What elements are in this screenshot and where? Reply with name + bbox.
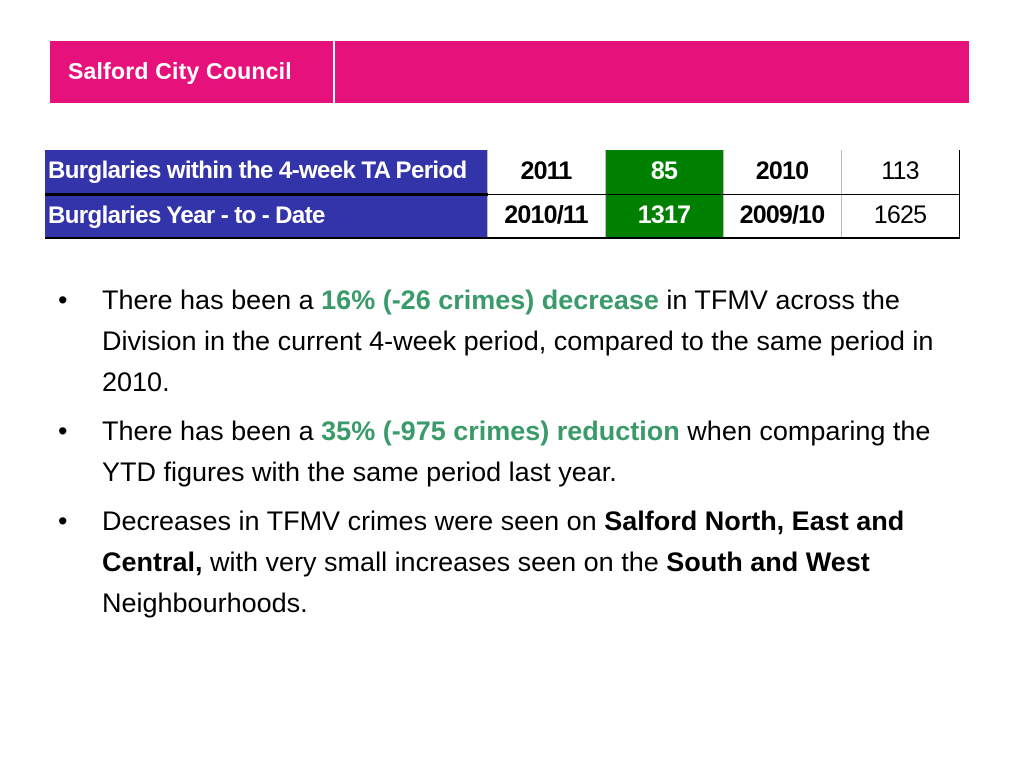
list-item: • There has been a 35% (-975 crimes) red…	[58, 411, 958, 493]
bullet-text-mid: with very small increases seen on the	[202, 547, 667, 577]
bullet-marker: •	[58, 506, 68, 536]
council-logo-text: Salford City Council	[68, 58, 292, 84]
bullet-bold-areas: Salford North, East and Central,	[102, 506, 905, 577]
previous-period: 2009/10	[722, 194, 841, 239]
bullet-highlight: 35% (-975 crimes) reduction	[321, 416, 680, 446]
current-period: 2010/11	[486, 194, 605, 239]
current-value: 85	[604, 150, 723, 195]
header-logo-cell: Salford City Council	[50, 41, 335, 103]
previous-value: 1625	[840, 194, 960, 239]
burglary-stats-table: Burglaries within the 4-week TA Period 2…	[45, 150, 960, 239]
bullet-text-post: when comparing the YTD figures with the …	[102, 416, 931, 487]
bullet-text-post: Neighbourhoods.	[102, 588, 308, 618]
row-label: Burglaries Year - to - Date	[45, 194, 487, 239]
previous-period: 2010	[722, 150, 841, 195]
bullet-text-pre: There has been a	[102, 285, 322, 315]
table-row: Burglaries within the 4-week TA Period 2…	[45, 150, 960, 196]
header-bar: Salford City Council	[50, 41, 969, 103]
bullet-bold-areas-2: South and West	[666, 547, 870, 577]
current-period: 2011	[486, 150, 605, 195]
current-value: 1317	[604, 194, 723, 239]
bullet-marker: •	[58, 416, 68, 446]
bullet-highlight: 16% (-26 crimes) decrease	[321, 285, 659, 315]
bullet-text-post: in TFMV across the Division in the curre…	[102, 285, 934, 397]
row-label: Burglaries within the 4-week TA Period	[45, 150, 487, 196]
bullet-text-pre: There has been a	[102, 416, 322, 446]
list-item: • There has been a 16% (-26 crimes) decr…	[58, 280, 958, 403]
bullet-text-pre: Decreases in TFMV crimes were seen on	[102, 506, 605, 536]
list-item: • Decreases in TFMV crimes were seen on …	[58, 501, 958, 624]
bullet-marker: •	[58, 285, 68, 315]
bullet-list: • There has been a 16% (-26 crimes) decr…	[58, 280, 958, 632]
previous-value: 113	[840, 150, 960, 195]
table-row: Burglaries Year - to - Date 2010/11 1317…	[45, 194, 960, 239]
